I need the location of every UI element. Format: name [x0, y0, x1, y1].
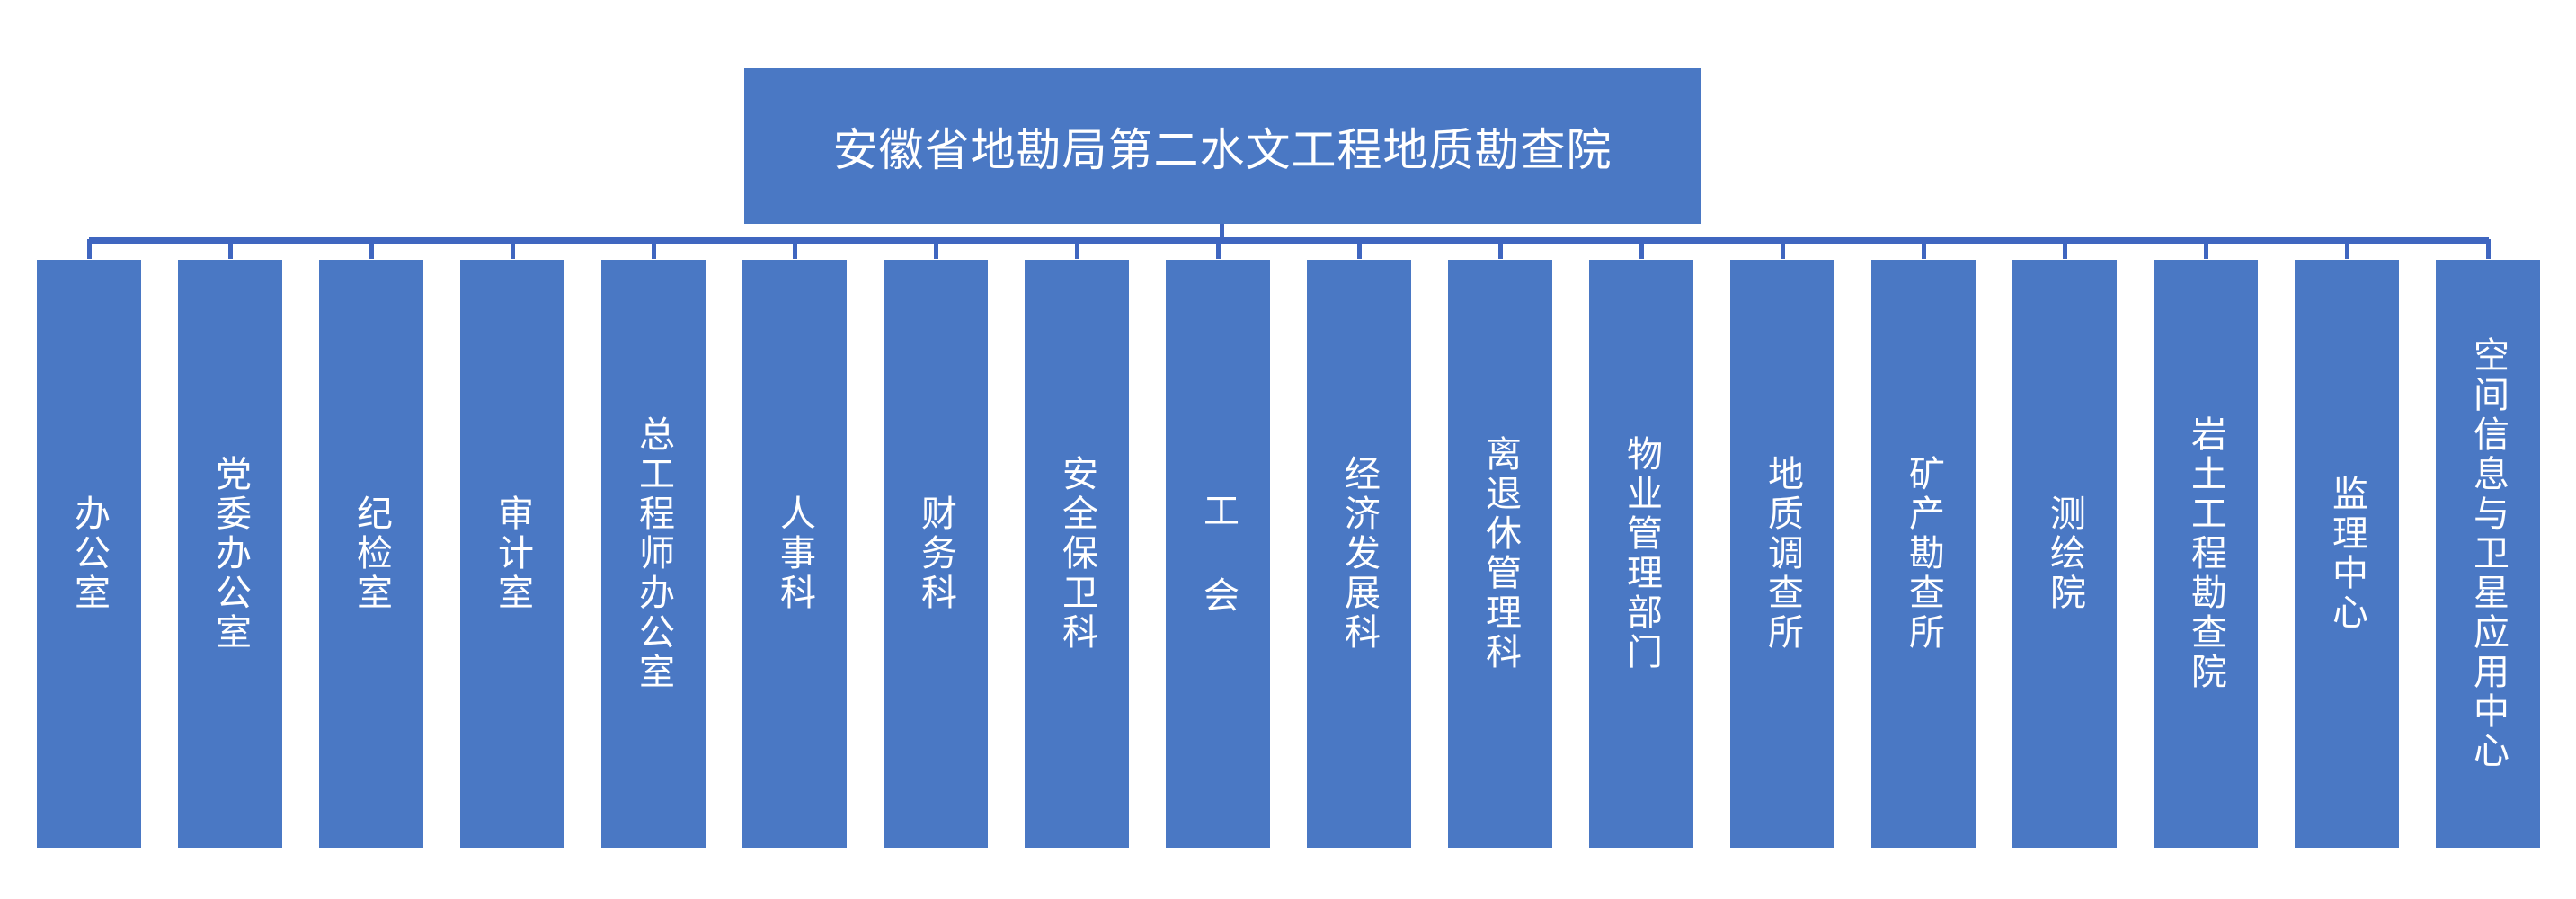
- department-connector: [1498, 239, 1503, 259]
- department-label: 经济发展科: [1338, 455, 1380, 653]
- department-node: 人事科: [742, 260, 847, 848]
- department-node: 党委办公室: [178, 260, 282, 848]
- department-node: 空间信息与卫星应用中心: [2436, 260, 2540, 848]
- department-connector: [1075, 239, 1079, 259]
- department-node: 离退休管理科: [1448, 260, 1552, 848]
- root-label: 安徽省地勘局第二水文工程地质勘查院: [832, 123, 1612, 176]
- department-label: 财务科: [915, 494, 956, 613]
- department-connector: [369, 239, 374, 259]
- department-connector: [511, 239, 515, 259]
- department-label: 总工程师办公室: [633, 415, 674, 692]
- horizontal-connector: [89, 237, 2489, 244]
- department-label: 离退休管理科: [1479, 435, 1521, 672]
- department-connector: [1781, 239, 1785, 259]
- department-label: 岩土工程勘查院: [2185, 415, 2226, 692]
- department-connector: [1357, 239, 1362, 259]
- department-node: 总工程师办公室: [601, 260, 706, 848]
- department-node: 安全保卫科: [1025, 260, 1129, 848]
- department-label: 办公室: [68, 494, 110, 613]
- department-node: 矿产勘查所: [1871, 260, 1976, 848]
- department-label: 空间信息与卫星应用中心: [2467, 336, 2509, 771]
- department-label: 地质调查所: [1762, 455, 1803, 653]
- root-node: 安徽省地勘局第二水文工程地质勘查院: [744, 68, 1701, 224]
- department-connector: [2204, 239, 2208, 259]
- department-label: 工 会: [1197, 492, 1239, 616]
- department-node: 经济发展科: [1307, 260, 1411, 848]
- department-node: 办公室: [37, 260, 141, 848]
- department-label: 矿产勘查所: [1903, 455, 1944, 653]
- department-node: 审计室: [460, 260, 564, 848]
- department-connector: [1922, 239, 1926, 259]
- department-connector: [2345, 239, 2349, 259]
- department-node: 测绘院: [2012, 260, 2117, 848]
- department-connector: [1216, 239, 1221, 259]
- department-connector: [87, 239, 92, 259]
- department-label: 物业管理部门: [1621, 435, 1662, 672]
- department-label: 安全保卫科: [1056, 455, 1097, 653]
- department-label: 纪检室: [351, 494, 392, 613]
- department-label: 党委办公室: [209, 455, 251, 653]
- department-connector: [228, 239, 233, 259]
- department-label: 人事科: [774, 494, 815, 613]
- department-connector: [793, 239, 797, 259]
- department-node: 地质调查所: [1730, 260, 1834, 848]
- department-connector: [1639, 239, 1644, 259]
- department-node: 监理中心: [2295, 260, 2399, 848]
- department-node: 纪检室: [319, 260, 423, 848]
- department-label: 监理中心: [2326, 475, 2367, 633]
- root-connector: [1220, 224, 1224, 242]
- department-node: 财务科: [884, 260, 988, 848]
- department-connector: [934, 239, 938, 259]
- department-node: 岩土工程勘查院: [2154, 260, 2258, 848]
- department-connector: [2486, 239, 2491, 259]
- department-label: 审计室: [492, 494, 533, 613]
- department-connector: [652, 239, 656, 259]
- department-label: 测绘院: [2044, 494, 2085, 613]
- department-node: 物业管理部门: [1589, 260, 1693, 848]
- department-connector: [2063, 239, 2067, 259]
- department-node: 工 会: [1166, 260, 1270, 848]
